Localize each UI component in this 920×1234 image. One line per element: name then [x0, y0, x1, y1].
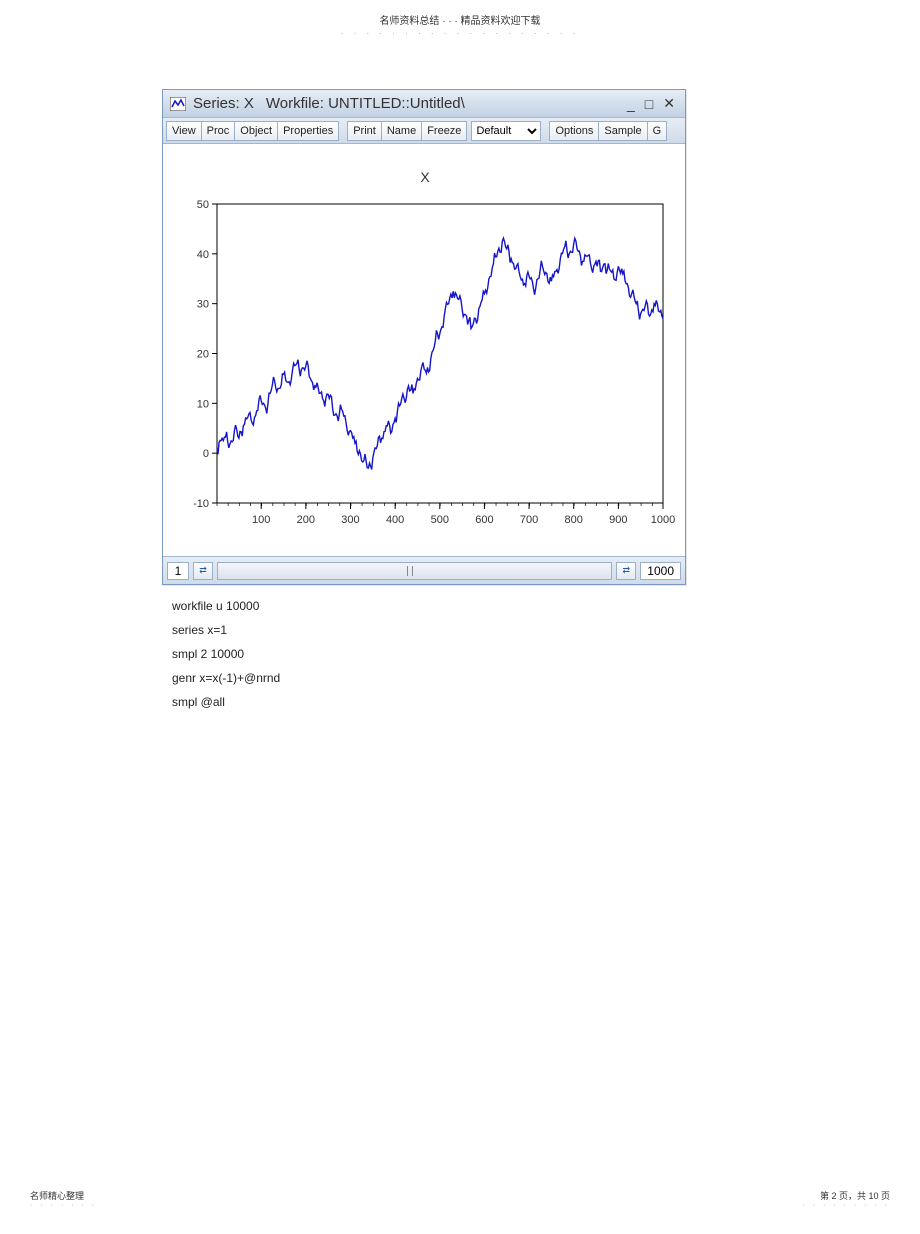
svg-text:300: 300	[341, 514, 359, 526]
close-button[interactable]: ✕	[659, 95, 679, 112]
svg-text:400: 400	[386, 514, 404, 526]
window-title-prefix: Series: X	[193, 95, 254, 112]
svg-text:700: 700	[520, 514, 538, 526]
view-button[interactable]: View	[166, 121, 202, 141]
proc-button[interactable]: Proc	[202, 121, 236, 141]
footer-right-dots: · · · · · · · · ·	[802, 1202, 890, 1209]
minimize-button[interactable]: _	[623, 96, 639, 112]
chart-area: X -10 0 10 20 30 40 50 100 200 300 400 500 600 700 800 9…	[163, 144, 685, 556]
footer-left-text: 名师精心整理	[30, 1189, 97, 1202]
svg-text:10: 10	[197, 398, 209, 410]
svg-text:800: 800	[565, 514, 583, 526]
bottom-bar: 1 ⇄ ⇄ 1000	[163, 556, 685, 584]
print-button[interactable]: Print	[347, 121, 382, 141]
svg-text:-10: -10	[193, 498, 209, 510]
svg-text:0: 0	[203, 448, 209, 460]
footer-right-text: 第 2 页，共 10 页	[802, 1189, 890, 1202]
footer-left-dots: · · · · · · ·	[30, 1202, 97, 1209]
svg-text:1000: 1000	[651, 514, 675, 526]
properties-button[interactable]: Properties	[278, 121, 339, 141]
page-header: 名师资料总结 · · · 精品资料欢迎下载 · · · · · · · · · …	[0, 0, 920, 38]
maximize-button[interactable]: □	[641, 96, 657, 112]
sample-button[interactable]: Sample	[599, 121, 647, 141]
header-dots: · · · · · · · · · · · · · · · · · · ·	[0, 29, 920, 38]
svg-text:200: 200	[297, 514, 315, 526]
svg-text:40: 40	[197, 249, 209, 261]
svg-text:900: 900	[609, 514, 627, 526]
freeze-button[interactable]: Freeze	[422, 121, 467, 141]
toolbar: View Proc Object Properties Print Name F…	[163, 118, 685, 144]
name-button[interactable]: Name	[382, 121, 422, 141]
scroll-left-button[interactable]: ⇄	[193, 562, 213, 580]
code-line: workfile u 10000	[172, 594, 280, 618]
footer-right: 第 2 页，共 10 页 · · · · · · · · ·	[802, 1189, 890, 1209]
svg-text:30: 30	[197, 299, 209, 311]
code-line: series x=1	[172, 618, 280, 642]
series-icon	[169, 96, 187, 112]
footer-left: 名师精心整理 · · · · · · ·	[30, 1189, 97, 1209]
range-end: 1000	[640, 562, 681, 580]
svg-text:20: 20	[197, 349, 209, 361]
scrollbar[interactable]	[217, 562, 612, 580]
eviews-window: Series: X Workfile: UNTITLED::Untitled\ …	[162, 89, 686, 585]
svg-text:X: X	[420, 169, 430, 185]
genr-button[interactable]: G	[648, 121, 668, 141]
code-line: smpl @all	[172, 690, 280, 714]
object-button[interactable]: Object	[235, 121, 278, 141]
svg-text:100: 100	[252, 514, 270, 526]
code-line: genr x=x(-1)+@nrnd	[172, 666, 280, 690]
line-chart: X -10 0 10 20 30 40 50 100 200 300 400 500 600 700 800 9…	[173, 154, 677, 549]
svg-text:600: 600	[475, 514, 493, 526]
svg-text:50: 50	[197, 199, 209, 211]
svg-text:500: 500	[431, 514, 449, 526]
window-title-suffix: Workfile: UNTITLED::Untitled\	[266, 95, 465, 112]
range-start: 1	[167, 562, 189, 580]
titlebar[interactable]: Series: X Workfile: UNTITLED::Untitled\ …	[163, 90, 685, 118]
header-text: 名师资料总结 · · · 精品资料欢迎下载	[0, 12, 920, 27]
graph-type-select[interactable]: Default	[471, 121, 541, 141]
options-button[interactable]: Options	[549, 121, 599, 141]
scroll-right-button[interactable]: ⇄	[616, 562, 636, 580]
code-line: smpl 2 10000	[172, 642, 280, 666]
code-block: workfile u 10000 series x=1 smpl 2 10000…	[172, 594, 280, 714]
